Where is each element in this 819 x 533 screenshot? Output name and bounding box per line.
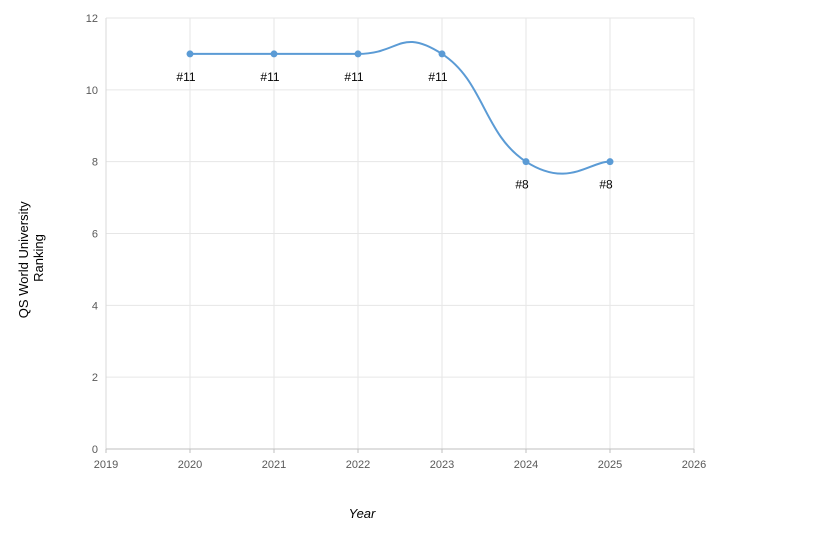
data-label-2024: #8: [515, 178, 529, 192]
y-axis: 0 2 4 6 8 10 12: [86, 13, 107, 456]
grid-lines: [105, 17, 695, 450]
x-axis: 2019 2020 2021 2022 2023 2024 2025 2026: [94, 448, 706, 471]
x-tick-label: 2025: [598, 459, 622, 471]
x-tick-label: 2022: [346, 459, 370, 471]
y-tick-label: 8: [92, 157, 98, 169]
data-point-2022: [354, 50, 362, 58]
x-axis-title: Year: [349, 506, 376, 521]
data-labels: #11 #11 #11 #11 #8 #8: [176, 70, 613, 192]
x-tick-label: 2020: [178, 459, 202, 471]
y-tick-label: 10: [86, 85, 98, 97]
y-tick-label: 2: [92, 372, 98, 384]
x-tick-label: 2019: [94, 459, 118, 471]
x-tick-label: 2023: [430, 459, 454, 471]
data-label-2025: #8: [599, 178, 613, 192]
data-point-2023: [438, 50, 446, 58]
data-label-2020: #11: [176, 70, 195, 84]
data-label-2022: #11: [344, 70, 363, 84]
data-points: [186, 50, 614, 166]
y-axis-title-line-1: QS World University: [16, 201, 31, 318]
y-axis-title-line-2: Ranking: [31, 234, 46, 282]
data-label-2023: #11: [428, 70, 447, 84]
data-label-2021: #11: [260, 70, 279, 84]
y-tick-label: 6: [92, 229, 98, 241]
x-tick-label: 2026: [682, 459, 706, 471]
y-tick-label: 0: [92, 444, 98, 456]
data-point-2021: [270, 50, 278, 58]
data-point-2025: [606, 158, 614, 166]
data-point-2024: [522, 158, 530, 166]
data-point-2020: [186, 50, 194, 58]
y-tick-label: 12: [86, 13, 98, 25]
x-tick-label: 2021: [262, 459, 286, 471]
series-line: [190, 41, 611, 175]
y-tick-label: 4: [92, 300, 98, 312]
y-axis-title: QS World University Ranking: [16, 198, 46, 318]
x-tick-label: 2024: [514, 459, 538, 471]
